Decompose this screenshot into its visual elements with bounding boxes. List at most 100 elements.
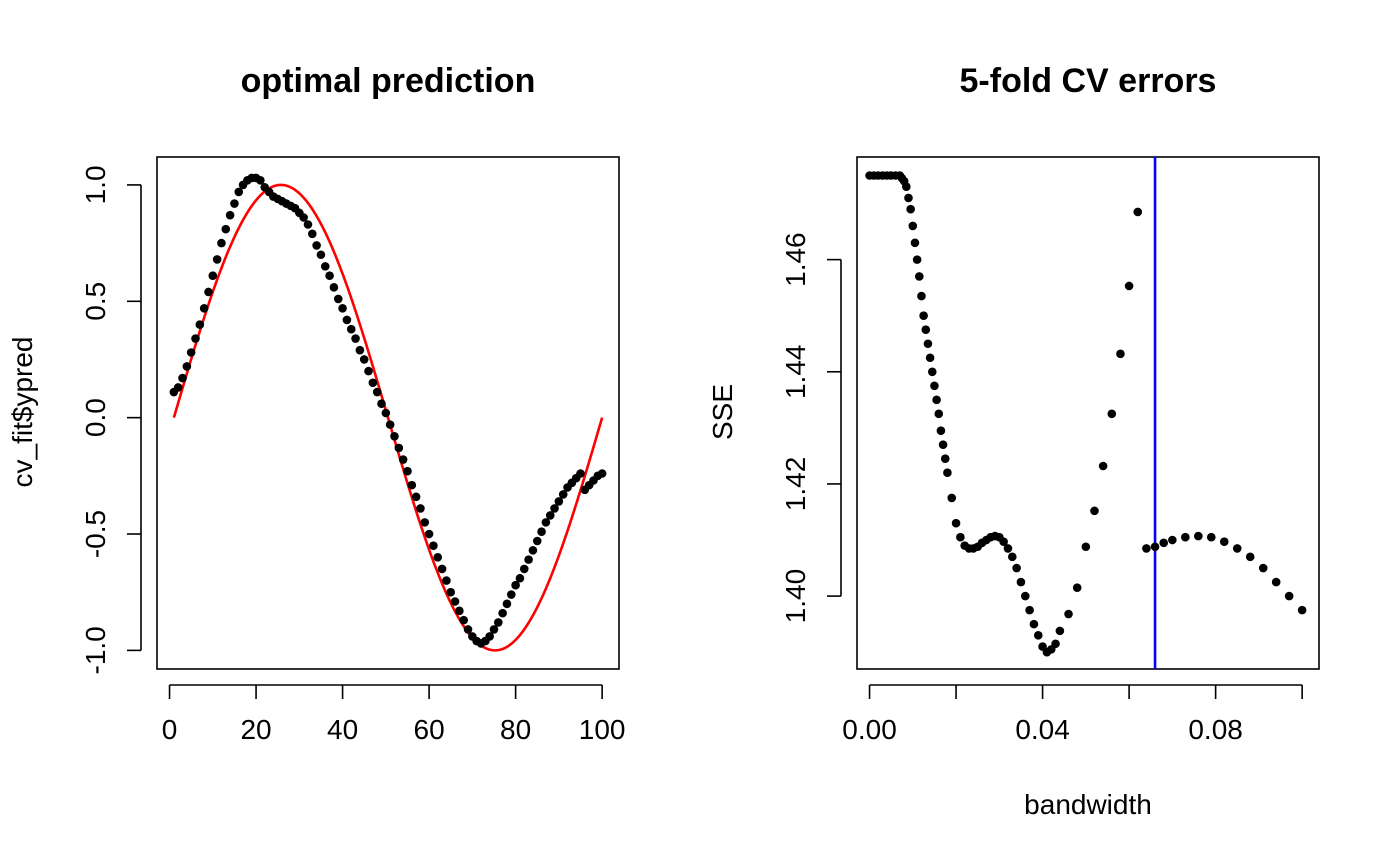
right-data-point: [1232, 544, 1242, 553]
left-data-point: [329, 283, 339, 292]
left-data-point: [307, 229, 317, 239]
right-data-point: [1090, 506, 1099, 516]
left-data-point: [195, 320, 205, 329]
right-data-point: [951, 518, 961, 528]
left-data-point: [230, 199, 239, 208]
right-data-point: [919, 311, 928, 321]
left-data-point: [537, 527, 546, 536]
left-data-point: [433, 552, 443, 562]
left-data-point: [498, 608, 507, 618]
left-data-point: [463, 625, 473, 634]
right-data-point: [1219, 537, 1229, 547]
left-data-point: [178, 373, 187, 383]
left-x-tick-label: 0: [162, 714, 178, 745]
left-data-point: [528, 546, 538, 555]
right-data-point: [1297, 605, 1307, 615]
right-plot-frame: [856, 156, 1320, 670]
left-true-curve: [172, 183, 604, 652]
right-y-tick-label: 1.42: [780, 457, 811, 512]
left-data-point: [173, 383, 183, 392]
left-data-point: [429, 541, 438, 550]
right-data-point: [936, 426, 946, 435]
left-data-point: [597, 469, 607, 478]
left-data-point: [416, 504, 425, 513]
right-data-point: [1072, 583, 1082, 592]
left-data-point: [191, 334, 200, 343]
left-y-tick-label: 1.0: [80, 165, 111, 204]
left-x-tick-label: 100: [579, 714, 626, 745]
left-data-point: [208, 271, 218, 280]
right-data-point: [1159, 538, 1169, 548]
right-data-point: [912, 255, 922, 264]
right-data-point: [1271, 577, 1281, 587]
left-data-point: [234, 187, 244, 197]
left-data-point: [398, 455, 408, 464]
left-data-point: [364, 366, 373, 376]
left-data-point: [221, 224, 231, 234]
left-y-axis-label: cv_fit$ypred: [7, 337, 38, 488]
right-data-point: [1133, 207, 1143, 217]
right-data-point: [1258, 563, 1268, 573]
right-data-point: [1206, 532, 1216, 542]
right-data-point: [1284, 591, 1294, 601]
right-data-point: [921, 325, 931, 335]
left-data-point: [506, 590, 516, 599]
left-data-point: [407, 480, 417, 490]
left-data-point: [450, 597, 460, 606]
left-y-axis: -1.0 -0.5 0.0 0.5 1.0: [80, 165, 142, 675]
right-data-point: [1020, 591, 1030, 601]
left-data-point: [385, 420, 395, 429]
left-data-point: [403, 466, 412, 476]
left-y-tick-label: -1.0: [80, 626, 111, 674]
right-data-point: [932, 395, 941, 405]
right-y-axis: 1.40 1.42 1.44 1.46: [780, 232, 842, 624]
left-data-point: [186, 348, 196, 357]
right-x-axis: 0.00 0.04 0.08: [842, 684, 1303, 745]
right-data-point: [1081, 542, 1091, 552]
left-data-point: [532, 536, 542, 546]
right-x-tick-label: 0.00: [842, 714, 897, 745]
left-x-tick-label: 40: [327, 714, 358, 745]
right-data-point: [927, 367, 937, 377]
right-data-point: [902, 182, 911, 192]
left-data-point: [524, 555, 533, 564]
right-data-point: [1012, 563, 1021, 573]
left-data-point: [325, 271, 334, 280]
right-data-point: [1007, 552, 1017, 562]
left-data-point: [390, 431, 399, 441]
right-y-tick-label: 1.44: [780, 345, 811, 400]
left-data-point: [381, 408, 391, 418]
left-data-point: [299, 213, 308, 222]
left-y-tick-label: 0.0: [80, 398, 111, 437]
left-data-point: [446, 587, 456, 597]
left-data-point: [217, 238, 226, 248]
left-data-point: [437, 564, 447, 574]
left-y-tick-label: 0.5: [80, 282, 111, 321]
left-x-tick-label: 80: [500, 714, 531, 745]
right-data-point: [934, 409, 944, 419]
left-data-point: [225, 210, 235, 220]
left-data-point: [576, 469, 585, 478]
left-data-point: [377, 399, 386, 408]
right-data-point: [1098, 461, 1108, 471]
right-x-tick-label: 0.08: [1188, 714, 1243, 745]
left-chart-panel: optimal prediction cv_fit$ypred 0 20 40 60 8…: [7, 62, 625, 745]
left-data-point: [212, 255, 222, 264]
right-data-point: [1107, 409, 1117, 419]
left-data-point: [541, 518, 551, 527]
right-data-point: [910, 238, 920, 248]
left-data-point: [455, 606, 464, 616]
left-data-point: [511, 580, 520, 590]
left-data-point: [346, 324, 356, 334]
right-data-point: [1245, 552, 1255, 562]
left-plot-area: [169, 173, 607, 652]
left-data-point: [442, 576, 451, 585]
left-data-point: [316, 250, 326, 260]
left-x-tick-label: 20: [240, 714, 271, 745]
right-data-point: [1029, 619, 1039, 629]
right-y-tick-label: 1.40: [780, 569, 811, 624]
left-data-point: [489, 625, 499, 634]
right-data-point: [999, 537, 1008, 547]
right-y-tick-label: 1.46: [780, 232, 811, 287]
